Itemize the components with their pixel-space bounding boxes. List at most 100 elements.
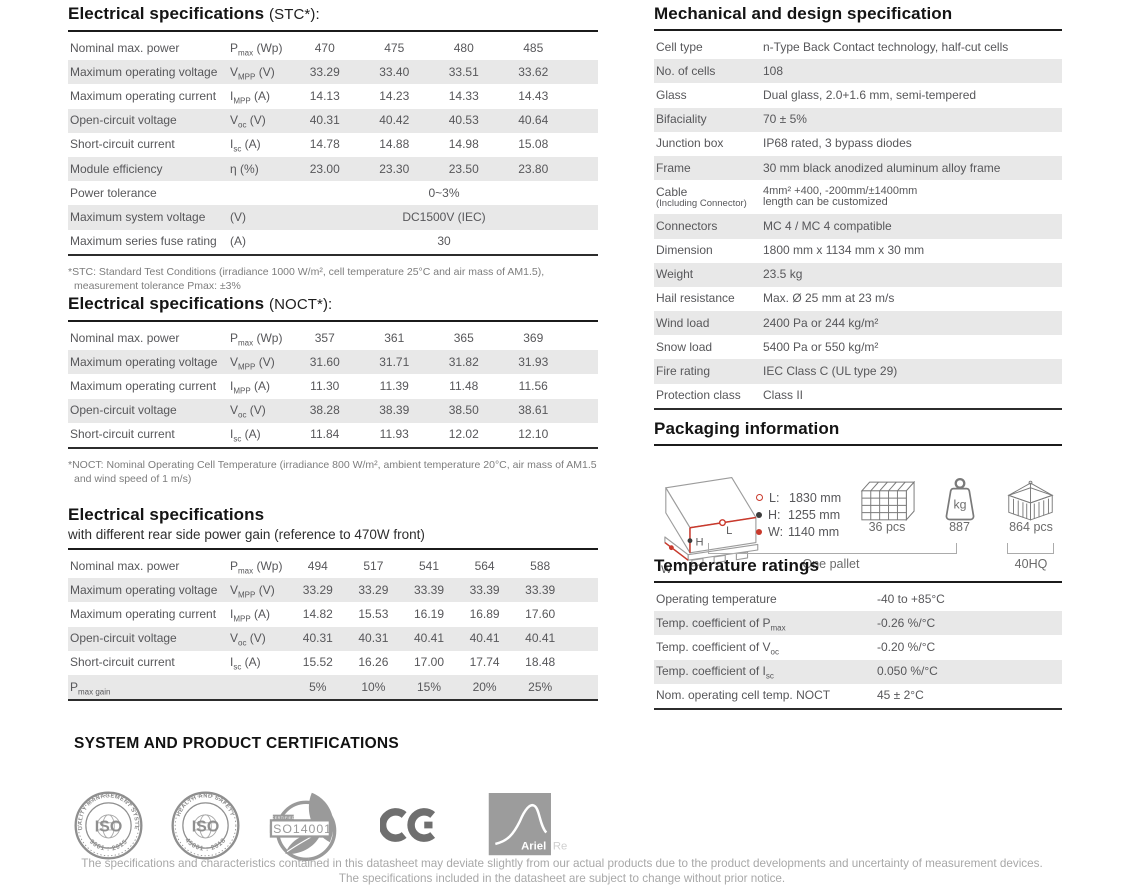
spec-row: Maximum operating voltage VMPP (V) 33.29 33… [68,60,598,85]
row-label: Nominal max. power [70,558,180,573]
row-label: Short-circuit current [70,427,175,442]
row-label: Maximum operating voltage [70,354,218,369]
title-suffix: (STC*): [269,6,320,23]
row-value: 40.53 [448,113,479,128]
row-value: 40.41 [469,631,500,646]
row-symbol: Pmax (Wp) [230,558,283,575]
certification-logos: QUALITY MANAGEMENT SYSTEM 9001 : 2015 IS… [68,753,598,871]
svg-text:ISO: ISO [192,819,220,836]
noct-footnote: *NOCT: Nominal Operating Cell Temperatur… [68,458,597,485]
row-value: 33.40 [379,64,410,79]
row-symbol: IMPP (A) [230,378,271,396]
svg-text:Ariel: Ariel [521,841,546,853]
spec-row: Short-circuit current Isc (A) 14.78 14.88 14… [68,133,598,157]
spec-row: Glass Dual glass, 2.0+1.6 mm, semi-temper… [654,83,1062,107]
spec-row: Nominal max. power Pmax (Wp) 470 475 480 485 [68,36,598,60]
width-marker [668,545,674,551]
svg-text:9001 : 2015: 9001 : 2015 [88,838,129,852]
spec-row: Protection class Class II [654,384,1062,409]
spec-row: Maximum operating voltage VMPP (V) 31.60 31… [68,350,598,375]
section-header: Electrical specifications with different… [68,505,598,550]
row-value: 38.50 [448,403,479,418]
row-value: DC1500V (IEC) [402,209,486,224]
legend-row-length: L: 1830 mm [756,490,841,507]
row-symbol: Isc (A) [230,137,261,154]
spec-row: Wind load 2400 Pa or 244 kg/m² [654,311,1062,336]
row-value: 11.56 [518,378,548,393]
title-text: Packaging information [654,419,840,438]
row-value: 14.78 [309,137,340,152]
shipping-container-icon [1007,480,1054,521]
row-label: Short-circuit current [70,137,175,152]
spacer-cell [568,84,598,108]
spec-row: Module efficiency η (%) 23.00 23.30 23.50 23.… [68,156,598,182]
spec-row: Hail resistance Max. Ø 25 mm at 23 m/s [654,287,1062,311]
section-title: Packaging information [654,419,1062,439]
row-symbol: Pmax (Wp) [230,330,283,347]
container-group-label: 40HQ [1014,557,1048,571]
row-symbol: Voc (V) [230,631,266,648]
row-value: 20% [472,679,497,694]
row-value: -40 to +85°C [877,591,945,606]
dim-label-w: W [661,564,672,576]
open-red-circle-marker [756,494,763,501]
row-value: 11.84 [310,427,340,442]
row-value: 588 [530,558,551,573]
row-symbol: IMPP (A) [230,88,271,106]
row-value: 0~3% [428,185,460,200]
ariel-re-logo-icon: Ariel Re [488,793,567,856]
spacer-cell [568,326,598,350]
spec-row: Nom. operating cell temp. NOCT 45 ± 2°C [654,684,1062,709]
row-symbol: η (%) [230,161,259,176]
row-label: Power tolerance [70,185,157,200]
row-label: Wind load [656,315,710,330]
row-symbol: Pmax (Wp) [230,40,283,57]
row-symbol: Voc (V) [230,113,266,130]
row-value: 11.93 [379,427,409,442]
row-value: 33.62 [518,64,549,79]
black-dot-marker [756,512,762,518]
row-value: 17.00 [413,655,444,670]
spacer-cell [568,133,598,157]
spec-row: Maximum operating current IMPP (A) 14.13 14… [68,84,598,108]
spec-row: Temp. coefficient of Isc 0.050 %/°C [654,659,1062,684]
row-symbol: VMPP (V) [230,64,275,82]
row-label: Nominal max. power [70,330,180,345]
row-value: 15.52 [302,655,333,670]
section-certifications: SYSTEM AND PRODUCT CERTIFICATIONS QUALIT… [68,735,598,871]
row-label: Fire rating [656,364,711,379]
row-value: 14.82 [302,606,333,621]
row-label: Short-circuit current [70,655,175,670]
row-value: 1800 mm x 1134 mm x 30 mm [763,243,925,258]
svg-text:HEALTH AND SAFETY: HEALTH AND SAFETY [176,793,235,817]
row-label: Maximum operating current [70,606,217,621]
row-value: 23.5 kg [763,267,803,282]
row-value: Max. Ø 25 mm at 23 m/s [763,291,895,306]
row-label: Maximum system voltage [70,209,206,224]
row-label: Maximum operating voltage [70,64,218,79]
row-value: -0.26 %/°C [877,615,936,630]
row-value: 23.50 [448,161,479,176]
row-label: Connectors [656,218,718,233]
spacer-cell [568,554,598,578]
spacer-cell [568,374,598,398]
row-value: IEC Class C (UL type 29) [763,364,898,379]
row-value: 33.29 [302,582,333,597]
row-value: 25% [528,679,553,694]
spec-row: Nominal max. power Pmax (Wp) 494 517 541 564 5… [68,554,598,578]
row-value: 11.48 [449,378,479,393]
spec-row: Operating temperature -40 to +85°C [654,587,1062,611]
spacer-cell [568,675,598,700]
row-value: 14.98 [448,137,479,152]
row-value: 40.41 [413,631,444,646]
section-header: Mechanical and design specification [654,4,1062,31]
row-label: Open-circuit voltage [70,113,177,128]
spacer-cell [568,627,598,651]
row-value: 5400 Pa or 550 kg/m² [763,339,879,354]
row-value: 30 mm black anodized aluminum alloy fram… [763,160,1001,175]
pallet-count-label: 36 pcs [868,520,906,534]
title-suffix: (NOCT*): [269,296,333,313]
spec-row: Temp. coefficient of Pmax -0.26 %/°C [654,611,1062,636]
spec-row: Open-circuit voltage Voc (V) 38.28 38.39 38.… [68,398,598,423]
section-title: Electrical specifications [68,505,598,525]
